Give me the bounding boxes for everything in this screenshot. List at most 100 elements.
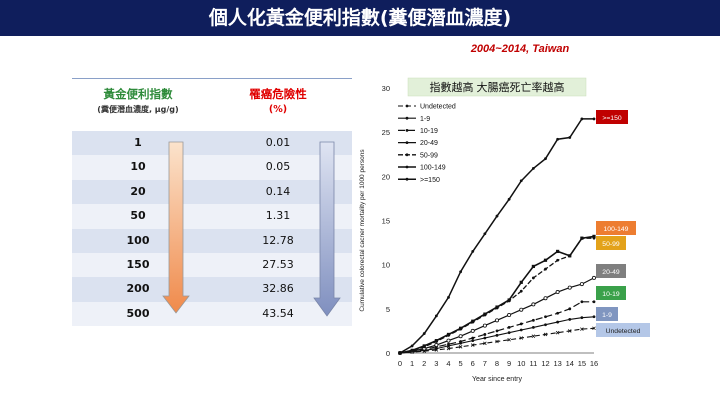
table-header-index: 黃金便利指數 (糞便潛血濃度, μg/g) [72, 86, 204, 115]
index-cell: 10 [130, 160, 146, 174]
end-label-text: >=150 [602, 115, 621, 122]
data-point [531, 264, 535, 269]
data-point [591, 275, 596, 280]
data-point [458, 334, 463, 339]
data-point [592, 315, 596, 319]
data-point [470, 328, 475, 333]
legend-marker [405, 165, 409, 169]
x-tick-label: 2 [422, 359, 426, 368]
data-point [519, 328, 523, 332]
data-point [519, 336, 524, 340]
data-point [592, 326, 596, 331]
data-point [580, 236, 584, 240]
legend-label: 10-19 [420, 128, 438, 135]
data-point [544, 323, 547, 327]
y-axis-label: Cumulative colorectal cacner mortality p… [359, 149, 366, 312]
data-point [507, 337, 511, 342]
y-tick-label: 20 [382, 172, 390, 181]
index-cell: 100 [126, 233, 150, 247]
chart-subtitle: 2004~2014, Taiwan [470, 43, 570, 55]
index-cell: 1 [134, 136, 142, 149]
risk-cell: 0.05 [265, 160, 291, 174]
end-label-box [596, 221, 636, 235]
index-cell: 20 [130, 184, 146, 198]
data-point [592, 117, 596, 121]
y-tick-label: 25 [382, 128, 390, 137]
data-point [580, 117, 584, 121]
data-point [592, 234, 596, 238]
table-row: 150 27.53 [72, 253, 352, 278]
data-point [507, 331, 511, 335]
x-tick-label: 10 [517, 359, 525, 368]
data-point [495, 214, 499, 218]
table-row: 10 0.05 [72, 155, 352, 180]
data-point [507, 197, 511, 201]
table-row: 50 1.31 [72, 204, 352, 229]
data-point [519, 289, 523, 293]
data-point [568, 254, 572, 258]
data-point [507, 325, 511, 329]
end-label-box [596, 236, 626, 250]
data-point [556, 137, 560, 141]
data-point [495, 329, 499, 333]
risk-cell: 32.86 [262, 282, 294, 296]
data-point [531, 166, 535, 170]
data-point [422, 344, 426, 348]
risk-cell: 27.53 [262, 258, 294, 271]
data-point [556, 320, 560, 324]
data-point [459, 326, 463, 330]
data-point [434, 339, 438, 343]
data-point [471, 339, 475, 343]
data-point [531, 302, 536, 307]
x-tick-label: 8 [495, 359, 499, 368]
data-point [410, 344, 414, 348]
table-row: 100 12.78 [72, 228, 352, 253]
data-point [483, 333, 487, 336]
data-point [471, 319, 475, 323]
table-header-risk: 罹癌危險性 (%) [204, 86, 352, 115]
data-point [531, 318, 535, 322]
data-point [446, 338, 451, 343]
legend-label: Undetected [420, 104, 456, 111]
data-point [482, 323, 487, 328]
x-tick-label: 6 [471, 359, 475, 368]
risk-cell: 1.31 [265, 209, 291, 223]
data-point [580, 316, 584, 320]
index-cell: 500 [126, 306, 150, 320]
data-point [398, 351, 402, 355]
data-point [447, 342, 450, 346]
x-axis-label: Year since entry [472, 376, 522, 383]
data-point [555, 330, 560, 335]
data-point [519, 179, 523, 183]
slide-title: 個人化黃金便利指數(糞便潛血濃度) [208, 7, 512, 29]
x-tick-label: 7 [483, 359, 487, 368]
annotation-box [407, 77, 587, 97]
data-point [495, 333, 499, 337]
legend-marker [405, 153, 409, 157]
index-cell: 200 [126, 282, 150, 296]
index-cell: 150 [126, 258, 150, 271]
data-point [580, 300, 584, 304]
x-tick-label: 3 [434, 359, 438, 368]
x-tick-label: 1 [410, 359, 414, 368]
legend-label: 1-9 [420, 116, 430, 123]
series-line-10-19 [399, 301, 594, 354]
data-point [483, 232, 487, 236]
data-point [531, 325, 535, 329]
y-tick-label: 10 [382, 261, 390, 270]
end-label-box [596, 264, 626, 278]
data-point [495, 305, 499, 309]
data-point [556, 249, 560, 254]
data-point [568, 136, 572, 139]
table-row: 200 32.86 [72, 277, 352, 302]
data-point [507, 298, 511, 302]
y-tick-label: 15 [382, 217, 390, 226]
end-label-box [596, 323, 650, 337]
data-point [544, 157, 547, 161]
data-point [568, 318, 572, 321]
legend-label: >=150 [420, 177, 440, 184]
y-tick-label: 30 [382, 84, 390, 93]
x-tick-label: 0 [398, 359, 402, 368]
legend-marker [405, 129, 409, 132]
